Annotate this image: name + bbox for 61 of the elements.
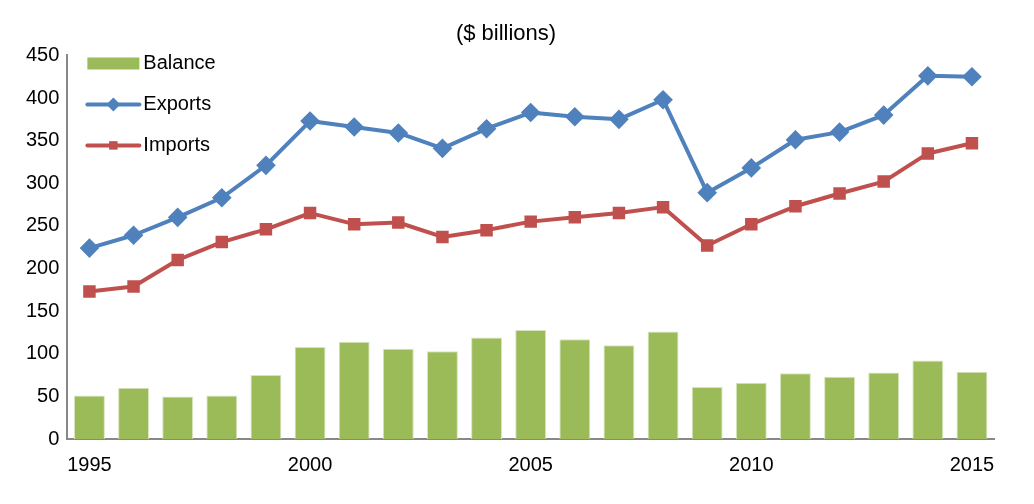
point bbox=[612, 206, 626, 220]
point bbox=[171, 253, 184, 267]
y-tick-label: 50 bbox=[37, 383, 60, 406]
point bbox=[259, 223, 273, 236]
y-tick-label: 250 bbox=[25, 213, 60, 236]
point bbox=[698, 183, 717, 202]
point bbox=[212, 188, 231, 207]
point bbox=[789, 200, 802, 213]
point bbox=[962, 67, 981, 86]
point bbox=[833, 187, 846, 200]
x-tick-label: 1995 bbox=[67, 452, 112, 475]
point bbox=[700, 239, 714, 252]
chart-title: ($ billions) bbox=[455, 20, 557, 46]
point bbox=[918, 66, 937, 85]
point bbox=[877, 175, 890, 188]
x-tick-label: 2015 bbox=[949, 452, 995, 475]
y-tick-label: 100 bbox=[25, 341, 60, 364]
point bbox=[345, 118, 364, 137]
point bbox=[436, 230, 449, 244]
point bbox=[921, 147, 935, 160]
point bbox=[83, 285, 96, 298]
point bbox=[565, 107, 584, 126]
point bbox=[389, 123, 408, 142]
point bbox=[830, 123, 849, 142]
point bbox=[256, 156, 275, 175]
point bbox=[480, 223, 493, 237]
y-tick-label: 450 bbox=[25, 42, 60, 65]
point bbox=[874, 106, 893, 125]
y-tick-label: 0 bbox=[48, 426, 60, 449]
point bbox=[742, 158, 761, 177]
y-tick-label: 300 bbox=[25, 170, 60, 193]
point bbox=[303, 206, 317, 220]
point bbox=[609, 110, 628, 129]
point bbox=[168, 208, 187, 227]
point bbox=[477, 119, 496, 138]
point bbox=[347, 217, 361, 231]
point bbox=[215, 235, 229, 249]
x-tick-label: 2000 bbox=[287, 452, 333, 475]
point bbox=[654, 90, 673, 109]
point bbox=[80, 239, 99, 258]
x-tick-label: 2005 bbox=[508, 452, 553, 475]
point bbox=[301, 112, 320, 131]
point bbox=[786, 130, 805, 149]
point bbox=[568, 211, 582, 224]
legend-label: Imports bbox=[143, 132, 211, 155]
legend-label: Balance bbox=[143, 50, 216, 73]
point bbox=[124, 226, 143, 245]
y-tick-label: 150 bbox=[25, 298, 60, 321]
point bbox=[433, 139, 452, 158]
x-tick-label: 2010 bbox=[729, 452, 774, 475]
legend-label: Exports bbox=[143, 91, 212, 114]
point bbox=[656, 200, 670, 214]
y-tick-label: 350 bbox=[25, 128, 60, 151]
point bbox=[745, 217, 758, 231]
point bbox=[392, 216, 405, 229]
point bbox=[524, 215, 537, 228]
point bbox=[521, 103, 540, 122]
y-tick-label: 200 bbox=[25, 256, 60, 279]
point bbox=[127, 280, 140, 293]
y-tick-label: 400 bbox=[25, 85, 60, 108]
point bbox=[965, 136, 979, 150]
